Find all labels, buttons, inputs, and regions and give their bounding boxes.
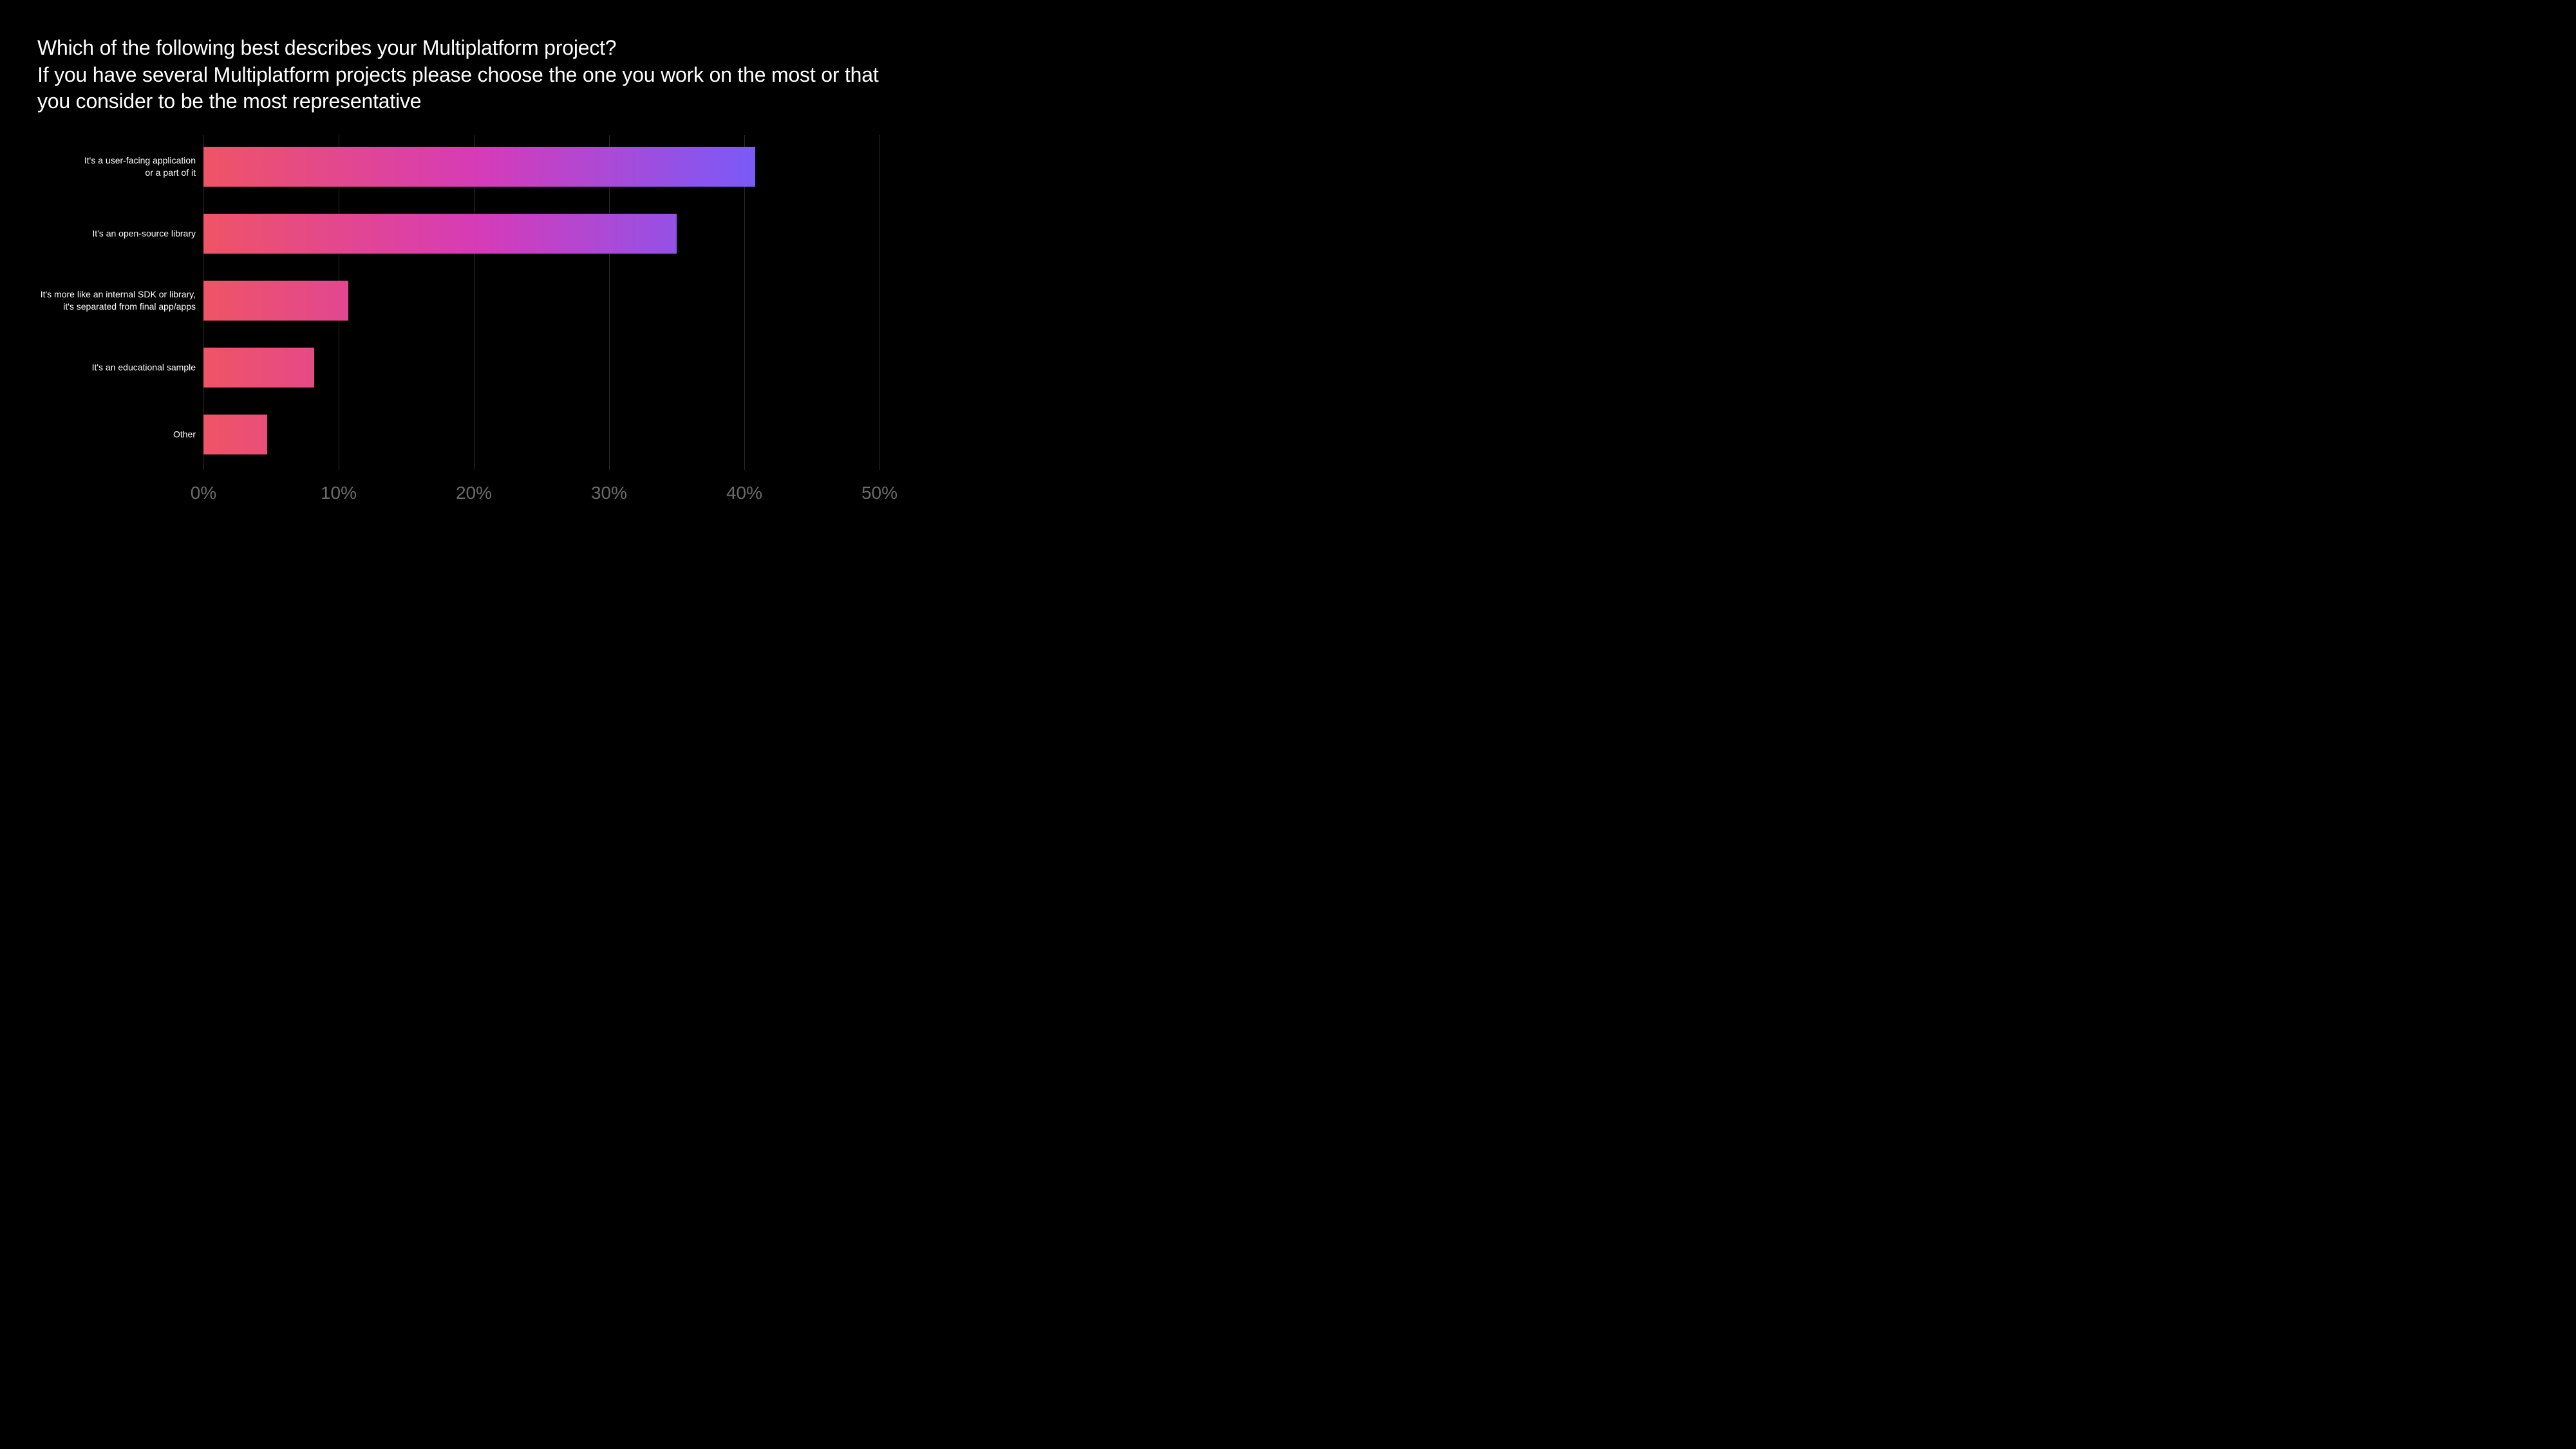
chart-row: It's a user-facing applicationor a part … (37, 147, 900, 187)
category-label: It's an open-source library (37, 228, 196, 240)
category-label: It's an educational sample (37, 362, 196, 374)
bar (203, 214, 677, 254)
category-label: It's a user-facing applicationor a part … (37, 154, 196, 179)
chart-row: It's more like an internal SDK or librar… (37, 281, 900, 321)
bar (203, 415, 267, 454)
x-axis-tick-label: 0% (191, 483, 216, 503)
category-label: Other (37, 429, 196, 441)
chart-row: Other (37, 415, 900, 454)
bar (203, 281, 348, 321)
x-axis-tick-label: 30% (591, 483, 627, 503)
x-axis-tick-label: 50% (861, 483, 898, 503)
chart-row: It's an open-source library (37, 214, 900, 254)
bar-chart: 0% 10% 20% 30% 40% 50% It's a user-facing appl… (37, 135, 900, 502)
category-label: It's more like an internal SDK or librar… (37, 288, 196, 313)
title-line-2: If you have several Multiplatform projec… (37, 63, 879, 113)
bar (203, 348, 314, 388)
x-axis-tick-label: 40% (726, 483, 762, 503)
chart-row: It's an educational sample (37, 348, 900, 388)
x-axis-tick-label: 10% (321, 483, 357, 503)
slide: Which of the following best describes yo… (0, 0, 937, 525)
title-line-1: Which of the following best describes yo… (37, 36, 616, 59)
x-axis-tick-label: 20% (456, 483, 492, 503)
chart-title: Which of the following best describes yo… (37, 35, 899, 115)
bar (203, 147, 755, 187)
